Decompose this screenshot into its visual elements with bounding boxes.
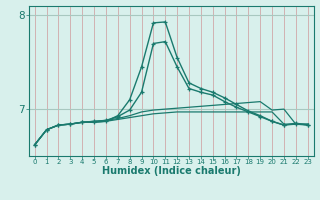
X-axis label: Humidex (Indice chaleur): Humidex (Indice chaleur) (102, 166, 241, 176)
